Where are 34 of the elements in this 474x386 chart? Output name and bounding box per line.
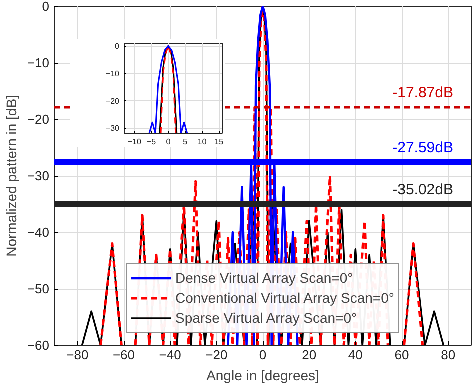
y-tick-label: −10 (27, 56, 50, 70)
legend-label: Conventional Virtual Array Scan=0° (176, 290, 394, 306)
y-tick-label: 0 (115, 42, 120, 52)
y-tick-label: 0 (42, 0, 50, 14)
x-tick-label: −80 (66, 348, 89, 362)
x-tick-label: 15 (214, 138, 224, 146)
y-tick-label: −50 (27, 282, 50, 296)
legend-label: Sparse Virtual Array Scan=0° (176, 310, 358, 326)
x-tick-label: −5 (146, 138, 157, 146)
ref-line-label: -17.87dB (392, 84, 454, 102)
y-tick-label: −10 (106, 70, 120, 78)
y-tick-label: −30 (106, 124, 120, 134)
x-tick-label: 80 (441, 348, 456, 362)
y-tick-label: −20 (27, 112, 50, 127)
legend-label: Dense Virtual Array Scan=0° (176, 270, 354, 286)
x-tick-label: 10 (198, 138, 208, 146)
y-tick-label: −40 (27, 225, 50, 240)
x-tick-label: 20 (302, 348, 317, 362)
x-tick-label: 0 (259, 348, 267, 362)
x-tick-label: −10 (128, 138, 142, 146)
ref-line-label: -35.02dB (392, 181, 454, 198)
x-tick-label: 0 (166, 138, 172, 146)
x-tick-label: 40 (348, 348, 363, 362)
x-axis-title: Angle in [degrees] (206, 368, 320, 384)
y-tick-label: −20 (106, 96, 120, 106)
x-tick-label: −20 (206, 348, 228, 362)
y-tick-label: −60 (27, 338, 50, 353)
ref-line-label: -27.59dB (392, 139, 454, 156)
x-tick-label: −40 (159, 348, 182, 362)
y-axis-title: Normalized pattern in [dB] (3, 95, 20, 257)
x-tick-label: 60 (394, 348, 410, 362)
y-tick-label: −30 (27, 168, 50, 184)
x-tick-label: 5 (183, 138, 188, 146)
line-series (148, 45, 188, 134)
